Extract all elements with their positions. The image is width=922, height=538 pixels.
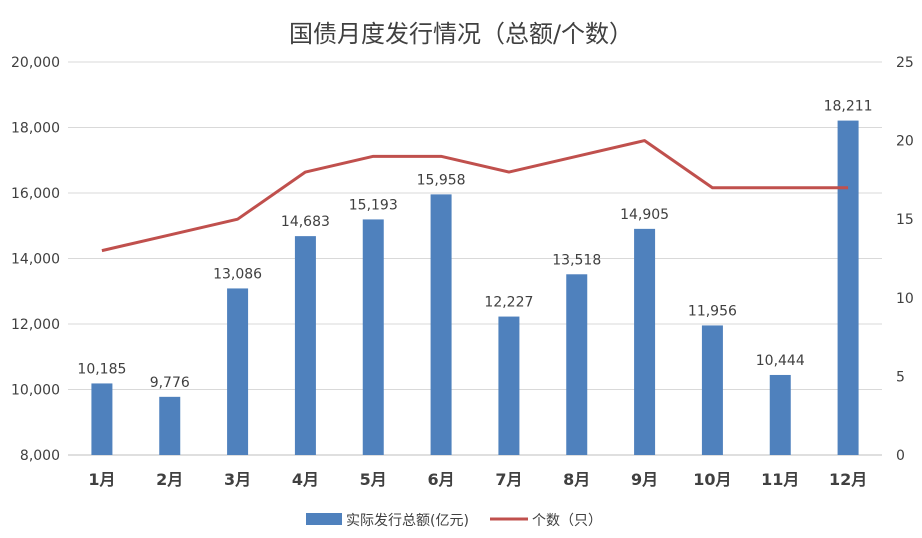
x-axis-tick-label: 1月 bbox=[88, 470, 115, 489]
left-axis-tick-label: 18,000 bbox=[11, 121, 60, 137]
right-axis-tick-label: 25 bbox=[896, 55, 914, 71]
legend-label-bar: 实际发行总额(亿元) bbox=[346, 513, 469, 529]
bar-data-label: 12,227 bbox=[484, 295, 533, 311]
bar bbox=[159, 396, 181, 455]
bar bbox=[634, 228, 656, 455]
right-axis-tick-label: 0 bbox=[896, 448, 905, 464]
left-axis-tick-label: 14,000 bbox=[11, 252, 60, 268]
bar-data-label: 15,958 bbox=[417, 172, 466, 188]
x-axis-tick-label: 7月 bbox=[495, 470, 522, 489]
x-axis-tick-label: 4月 bbox=[292, 470, 319, 489]
right-axis-tick-label: 5 bbox=[896, 369, 905, 385]
bar bbox=[362, 219, 384, 455]
right-axis-tick-label: 20 bbox=[896, 134, 914, 150]
bar-data-label: 13,518 bbox=[552, 252, 601, 268]
x-axis-tick-label: 3月 bbox=[224, 470, 251, 489]
x-axis-tick-label: 10月 bbox=[693, 470, 731, 489]
legend-label-line: 个数（只） bbox=[532, 513, 602, 529]
x-axis-tick-label: 5月 bbox=[360, 470, 387, 489]
bar-data-label: 10,444 bbox=[756, 353, 805, 369]
x-axis-tick-label: 9月 bbox=[631, 470, 658, 489]
bar-data-label: 13,086 bbox=[213, 266, 262, 282]
right-axis-tick-label: 15 bbox=[896, 212, 914, 228]
legend-swatch-bar bbox=[306, 513, 342, 525]
bar-data-label: 9,776 bbox=[150, 375, 190, 391]
left-axis-tick-label: 12,000 bbox=[11, 317, 60, 333]
left-axis-tick-label: 10,000 bbox=[11, 383, 60, 399]
right-axis-tick-label: 10 bbox=[896, 291, 914, 307]
x-axis-tick-label: 2月 bbox=[156, 470, 183, 489]
bar bbox=[566, 274, 588, 455]
bar-data-label: 14,905 bbox=[620, 207, 669, 223]
bar-data-label: 14,683 bbox=[281, 214, 330, 230]
x-axis-tick-label: 11月 bbox=[761, 470, 799, 489]
bar-data-label: 18,211 bbox=[824, 99, 873, 115]
left-axis-tick-label: 20,000 bbox=[11, 55, 60, 71]
bar bbox=[227, 288, 249, 455]
bar bbox=[769, 374, 791, 455]
bar-data-label: 15,193 bbox=[349, 197, 398, 213]
left-axis-tick-label: 16,000 bbox=[11, 186, 60, 202]
line-series-count bbox=[101, 139, 849, 253]
bar bbox=[701, 325, 723, 455]
bar bbox=[430, 194, 452, 456]
bar bbox=[837, 120, 859, 455]
bar-data-label: 10,185 bbox=[77, 361, 126, 377]
x-axis-tick-label: 8月 bbox=[563, 470, 590, 489]
bar bbox=[498, 316, 520, 455]
bar bbox=[91, 383, 113, 455]
chart-title: 国债月度发行情况（总额/个数） bbox=[289, 20, 633, 48]
left-axis-tick-label: 8,000 bbox=[20, 448, 60, 464]
bar bbox=[294, 236, 316, 455]
x-axis-tick-label: 6月 bbox=[428, 470, 455, 489]
x-axis-tick-label: 12月 bbox=[829, 470, 867, 489]
bar-data-label: 11,956 bbox=[688, 303, 737, 319]
